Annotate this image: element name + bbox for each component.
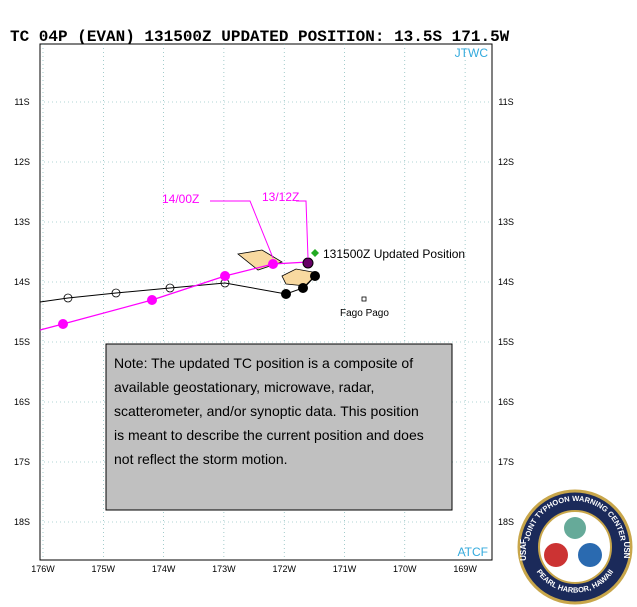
lat-label-right: 15S: [498, 337, 514, 347]
lon-label: 176W: [31, 564, 55, 574]
lat-label-left: 12S: [14, 157, 30, 167]
lon-label: 169W: [453, 564, 477, 574]
lon-label: 170W: [393, 564, 417, 574]
lon-label: 172W: [272, 564, 296, 574]
lat-label-right: 14S: [498, 277, 514, 287]
lat-label-right: 11S: [498, 97, 513, 107]
source-top: JTWC: [455, 46, 489, 60]
lon-label: 175W: [92, 564, 116, 574]
current-point: [302, 257, 314, 269]
lat-label-left: 11S: [14, 97, 29, 107]
label-13-12z: 13/12Z: [262, 190, 299, 204]
label-14-00z: 14/00Z: [162, 192, 199, 206]
track-symbols: [63, 278, 230, 303]
note-text: Note: The updated TC position is a compo…: [114, 355, 424, 467]
updated-position-label: 131500Z Updated Position: [323, 247, 465, 261]
lon-label: 171W: [333, 564, 357, 574]
lat-label-left: 18S: [14, 517, 30, 527]
note-line: Note: The updated TC position is a compo…: [114, 355, 413, 371]
lat-label-right: 12S: [498, 157, 514, 167]
lat-label-left: 13S: [14, 217, 30, 227]
lon-label: 173W: [212, 564, 236, 574]
lat-label-right: 17S: [498, 457, 514, 467]
leader-line: [296, 200, 309, 259]
note-line: is meant to describe the current positio…: [114, 427, 424, 443]
source-bottom: ATCF: [458, 545, 488, 559]
lat-label-right: 16S: [498, 397, 514, 407]
lat-label-left: 17S: [14, 457, 30, 467]
lon-label: 174W: [152, 564, 176, 574]
note-line: available geostationary, microwave, rada…: [114, 379, 374, 395]
logo: JOINT TYPHOON WARNING CENTER PEARL HARBO…: [517, 489, 633, 605]
lat-label-left: 16S: [14, 397, 30, 407]
lat-label-left: 15S: [14, 337, 30, 347]
grid: 11S 11S 12S 12S 13S 13S 14S 14S 15S 15S 16S 16S 17S 1…: [14, 44, 514, 574]
logo-right-text: USN: [622, 542, 631, 559]
leader-line: [210, 200, 274, 259]
lat-label-left: 14S: [14, 277, 30, 287]
logo-left-text: USAF: [519, 539, 528, 561]
note-line: not reflect the storm motion.: [114, 451, 288, 467]
city-marker: [361, 296, 367, 302]
track-points: [281, 271, 320, 299]
note-line: scatterometer, and/or synoptic data. Thi…: [114, 403, 419, 419]
note-box: [105, 343, 453, 511]
lat-label-right: 13S: [498, 217, 514, 227]
forecast-points: [58, 259, 278, 329]
lat-label-right: 18S: [498, 517, 514, 527]
updated-position-marker: [311, 249, 319, 257]
title: TC 04P (EVAN) 131500Z UPDATED POSITION: …: [10, 28, 510, 46]
city-label: Fago Pago: [340, 308, 389, 319]
